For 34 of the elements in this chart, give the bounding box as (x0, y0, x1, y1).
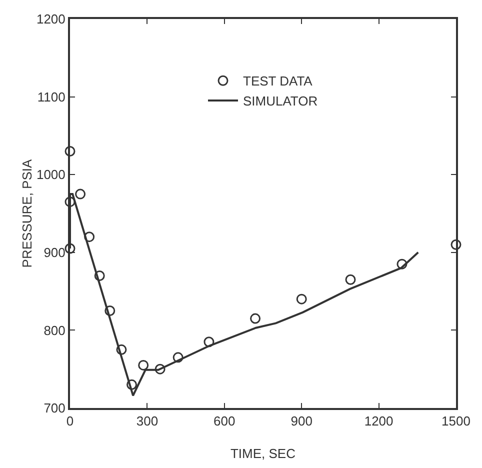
point (104, 306, 116, 316)
point (126, 379, 138, 390)
point (64, 146, 76, 157)
x-tick-label: 0 (66, 414, 74, 429)
y-tick-label: 1000 (36, 167, 66, 182)
point (75, 188, 86, 200)
y-tick-label: 1200 (36, 12, 66, 27)
point (64, 243, 76, 254)
point (450, 239, 462, 250)
point (345, 274, 356, 285)
x-tick-label: 900 (290, 414, 312, 429)
point (396, 258, 408, 270)
y-axis-title: PRESSURE, PSIA (19, 158, 34, 268)
y-tick-label: 1100 (37, 89, 66, 104)
y-tick-label: 700 (44, 400, 66, 416)
y-tick-label: 800 (44, 322, 66, 338)
point (84, 232, 95, 242)
point (204, 336, 214, 348)
y-tick-label: 900 (44, 244, 66, 260)
x-axis-title: TIME, SEC (230, 446, 296, 461)
point (138, 360, 149, 370)
point (296, 294, 307, 304)
x-tick-label: 600 (214, 414, 236, 429)
point (154, 364, 166, 374)
point (64, 196, 76, 208)
point (250, 313, 261, 324)
x-tick-label: 1200 (364, 414, 394, 429)
x-tick-label: 1500 (442, 414, 470, 429)
x-tick-label: 300 (136, 414, 158, 429)
point (116, 344, 127, 355)
point (172, 352, 184, 363)
legend-label: SIMULATOR (243, 94, 318, 109)
legend-label: TEST DATA (243, 74, 313, 89)
point (94, 270, 105, 281)
